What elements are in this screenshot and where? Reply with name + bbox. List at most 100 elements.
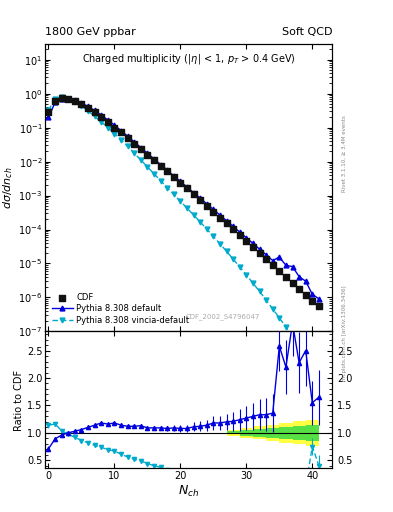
CDF [250,243,256,251]
Pythia 8.308 vincia-default [303,352,308,358]
Pythia 8.308 vincia-default [73,99,77,105]
Pythia 8.308 default [165,167,169,173]
Line: Pythia 8.308 default: Pythia 8.308 default [46,96,321,301]
CDF [131,139,138,147]
CDF [204,202,210,210]
Pythia 8.308 vincia-default [79,103,84,109]
Pythia 8.308 default [185,184,189,190]
Pythia 8.308 vincia-default [112,131,117,137]
Y-axis label: $d\sigma/dn_{ch}$: $d\sigma/dn_{ch}$ [2,166,15,209]
CDF [144,151,151,159]
Pythia 8.308 vincia-default [237,264,242,270]
Pythia 8.308 default [178,178,183,184]
Pythia 8.308 default [224,218,229,224]
Pythia 8.308 vincia-default [316,373,321,379]
Pythia 8.308 default [119,127,123,134]
Pythia 8.308 vincia-default [264,297,268,303]
Pythia 8.308 default [316,296,321,302]
CDF [125,134,131,142]
Pythia 8.308 vincia-default [132,150,137,156]
CDF [197,196,203,204]
Pythia 8.308 default [152,156,156,162]
Pythia 8.308 default [79,100,84,106]
CDF [118,129,124,137]
Text: 1800 GeV ppbar: 1800 GeV ppbar [45,27,136,37]
Pythia 8.308 default [105,117,110,123]
Pythia 8.308 default [132,139,137,145]
Pythia 8.308 default [145,151,150,157]
Pythia 8.308 vincia-default [92,113,97,119]
Pythia 8.308 vincia-default [198,219,202,225]
CDF [276,267,283,275]
Pythia 8.308 default [158,161,163,167]
Pythia 8.308 default [303,278,308,284]
CDF [263,255,269,263]
Pythia 8.308 vincia-default [211,233,216,240]
Pythia 8.308 default [92,108,97,114]
Pythia 8.308 default [198,195,202,201]
CDF [283,273,289,281]
CDF [230,225,236,233]
CDF [303,291,309,299]
Pythia 8.308 vincia-default [231,256,235,262]
Pythia 8.308 default [297,273,301,280]
CDF [237,231,243,239]
Pythia 8.308 vincia-default [204,226,209,232]
CDF [309,296,316,305]
CDF [92,109,98,117]
Pythia 8.308 default [231,223,235,229]
CDF [151,156,157,164]
CDF [256,249,263,258]
Pythia 8.308 default [284,262,288,268]
Pythia 8.308 default [237,229,242,235]
CDF [138,145,144,154]
Pythia 8.308 default [277,254,282,260]
Pythia 8.308 default [53,99,57,105]
Pythia 8.308 default [191,189,196,196]
CDF [289,279,296,287]
Pythia 8.308 vincia-default [290,333,295,339]
CDF [184,184,190,193]
Pythia 8.308 default [244,234,249,241]
Pythia 8.308 default [73,97,77,103]
Pythia 8.308 vincia-default [59,94,64,100]
Pythia 8.308 default [125,133,130,139]
CDF [171,173,177,181]
Pythia 8.308 vincia-default [138,157,143,163]
Pythia 8.308 vincia-default [178,198,183,204]
CDF [223,219,230,227]
Pythia 8.308 default [211,206,216,212]
CDF [217,214,223,222]
Pythia 8.308 default [112,122,117,129]
CDF [65,94,72,102]
Pythia 8.308 vincia-default [297,343,301,349]
CDF [296,285,302,293]
Pythia 8.308 default [138,144,143,151]
Pythia 8.308 vincia-default [310,356,315,362]
Pythia 8.308 vincia-default [53,95,57,101]
Pythia 8.308 vincia-default [284,324,288,330]
Pythia 8.308 default [251,240,255,246]
Pythia 8.308 vincia-default [191,212,196,218]
CDF [59,94,65,102]
Pythia 8.308 default [59,95,64,101]
CDF [164,167,170,175]
CDF [177,179,184,187]
Pythia 8.308 default [86,103,90,110]
Pythia 8.308 default [218,212,222,218]
Pythia 8.308 vincia-default [119,137,123,143]
Pythia 8.308 vincia-default [46,108,51,114]
CDF [105,118,111,126]
Pythia 8.308 default [171,173,176,179]
Text: Soft QCD: Soft QCD [282,27,332,37]
Pythia 8.308 vincia-default [165,184,169,190]
Pythia 8.308 vincia-default [185,205,189,211]
Text: CDF_2002_S4796047: CDF_2002_S4796047 [186,313,260,320]
Pythia 8.308 vincia-default [66,96,71,102]
CDF [210,208,217,216]
Line: Pythia 8.308 vincia-default: Pythia 8.308 vincia-default [46,95,321,378]
Pythia 8.308 default [270,258,275,264]
CDF [85,104,91,112]
Pythia 8.308 vincia-default [224,248,229,254]
Pythia 8.308 vincia-default [244,272,249,278]
